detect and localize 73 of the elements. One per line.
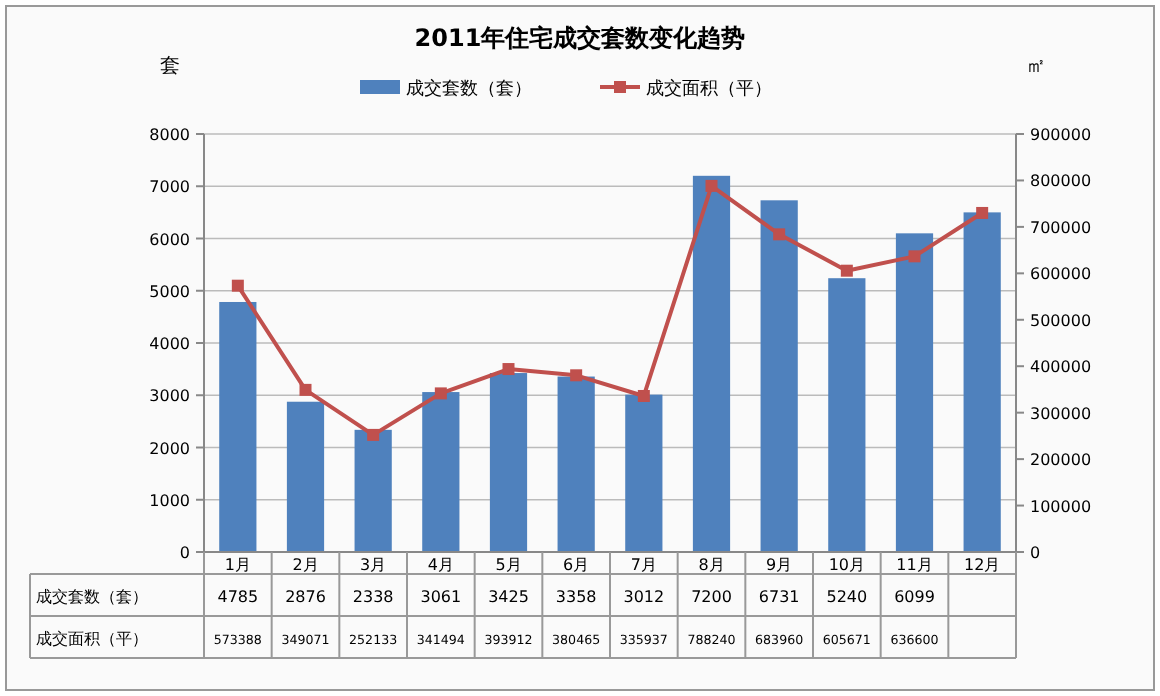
bar <box>489 373 528 552</box>
y2-tick-label: 600000 <box>1030 265 1092 284</box>
y-tick-label: 2000 <box>149 439 190 458</box>
x-tick-label: 11月 <box>896 556 933 574</box>
point <box>299 383 312 396</box>
x-tick-label: 5月 <box>495 556 522 574</box>
y-tick-label: 7000 <box>149 178 190 197</box>
x-tick-label: 10月 <box>828 556 866 574</box>
text: 成交套数（套） <box>36 588 148 606</box>
bar <box>692 175 731 552</box>
data-label: 3425 <box>488 588 529 606</box>
y-axis-title: 套 <box>160 54 180 78</box>
bar <box>963 212 1001 552</box>
x-tick-label: 2月 <box>292 556 319 574</box>
bar <box>422 392 460 552</box>
y2-tick-label: 500000 <box>1030 311 1092 330</box>
point <box>773 228 786 241</box>
point <box>367 428 380 441</box>
legend-label: 成交面积（平） <box>646 78 772 100</box>
point <box>705 179 718 192</box>
data-label: 4785 <box>217 588 259 606</box>
y2-tick-label: 900000 <box>1030 126 1092 144</box>
data-label: 2338 <box>352 588 394 606</box>
bar <box>625 394 663 552</box>
data-label: 6731 <box>758 588 800 606</box>
y-tick-label: 8000 <box>149 126 190 144</box>
data-label: 2876 <box>285 588 326 606</box>
x-tick-label: 6月 <box>563 556 590 574</box>
chart-title: 2011年住宅成交套数变化趋势 <box>414 24 746 52</box>
data-label: 3358 <box>555 588 597 606</box>
y-tick-label: 0 <box>179 544 190 562</box>
y2-tick-label: 700000 <box>1030 218 1092 237</box>
y2-tick-label: 100000 <box>1030 497 1092 516</box>
data-label: 7200 <box>691 588 732 606</box>
bar <box>760 200 798 552</box>
point <box>570 369 583 382</box>
data-label: 5240 <box>826 588 868 606</box>
data-label: 3012 <box>623 588 665 606</box>
x-tick-label: 3月 <box>360 556 387 574</box>
y2-tick-label: 200000 <box>1030 451 1092 470</box>
bar <box>286 401 325 552</box>
y-tick-label: 1000 <box>149 491 190 510</box>
legend-label: 成交套数（套） <box>406 78 532 100</box>
y-tick-label: 5000 <box>149 282 190 301</box>
x-tick-label: 4月 <box>427 556 454 574</box>
y2-tick-label: 800000 <box>1030 172 1092 191</box>
point <box>434 387 447 400</box>
data-label: 3061 <box>420 588 462 606</box>
x-tick-label: 7月 <box>630 556 657 574</box>
y2-axis-title: ㎡ <box>1026 56 1046 78</box>
y-tick-label: 6000 <box>149 230 190 249</box>
text: 成交面积（平） <box>36 630 148 648</box>
x-tick-label: 1月 <box>224 556 251 574</box>
x-tick-label: 12月 <box>963 556 1001 574</box>
data-label: 6099 <box>894 588 935 606</box>
y-tick-label: 3000 <box>149 387 190 406</box>
point <box>976 206 989 219</box>
point <box>231 279 244 292</box>
point <box>637 389 650 402</box>
y2-tick-label: 300000 <box>1030 404 1092 423</box>
x-tick-label: 8月 <box>698 556 725 574</box>
bar <box>557 376 595 552</box>
bar <box>828 278 866 552</box>
bar <box>219 301 257 552</box>
point <box>502 363 515 376</box>
y-tick-label: 4000 <box>149 335 190 353</box>
point <box>840 264 853 277</box>
bar <box>354 429 392 552</box>
bar <box>895 233 934 552</box>
x-tick-label: 9月 <box>766 556 793 574</box>
y2-tick-label: 0 <box>1030 544 1041 562</box>
y2-tick-label: 400000 <box>1030 358 1092 377</box>
point <box>908 250 921 263</box>
